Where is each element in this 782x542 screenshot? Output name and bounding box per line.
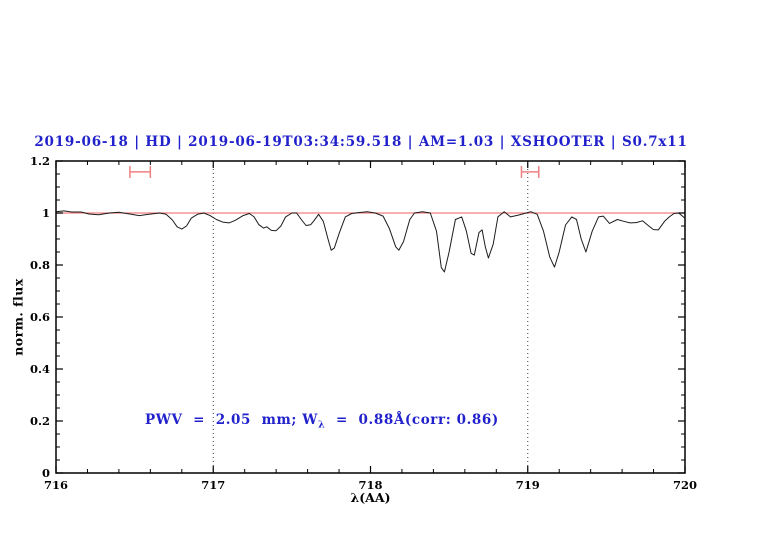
x-axis-label: λ(AA) (350, 490, 391, 505)
svg-text:0.2: 0.2 (30, 414, 50, 428)
svg-text:0.4: 0.4 (30, 362, 50, 376)
pwv-annotation-post: = 0.88Å(corr: 0.86) (325, 412, 499, 428)
svg-text:0: 0 (42, 466, 50, 480)
svg-text:0.8: 0.8 (30, 258, 50, 272)
svg-text:0.6: 0.6 (30, 310, 50, 324)
y-axis-label: norm. flux (10, 278, 26, 356)
svg-text:718: 718 (358, 478, 382, 492)
pwv-annotation-sub: λ (318, 419, 326, 431)
svg-text:717: 717 (201, 478, 225, 492)
svg-text:1.2: 1.2 (30, 154, 50, 168)
svg-text:1: 1 (42, 206, 50, 220)
pwv-annotation-pre: PWV = 2.05 mm; W (145, 412, 318, 428)
plot-title: 2019-06-18 | HD | 2019-06-19T03:34:59.51… (34, 134, 688, 150)
svg-text:716: 716 (44, 478, 68, 492)
svg-text:720: 720 (673, 478, 697, 492)
pwv-annotation: PWV = 2.05 mm; Wλ = 0.88Å(corr: 0.86) (145, 412, 499, 431)
svg-text:719: 719 (516, 478, 540, 492)
